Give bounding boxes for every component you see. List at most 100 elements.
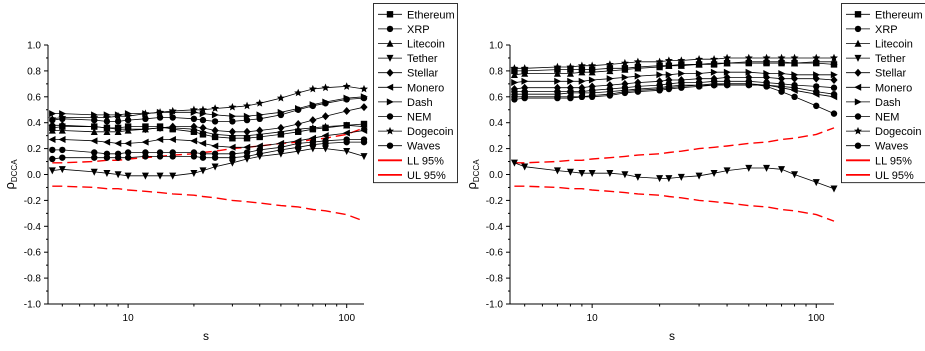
series-point [142,139,149,146]
series-point [656,71,663,78]
legend-marker [387,11,393,17]
series-point [243,128,250,136]
legend-label: Dash [407,97,433,109]
series-1 [49,95,367,125]
y-tick-label: 0.0 [27,170,41,181]
series-point [49,147,55,153]
series-point [157,153,163,159]
series-line [52,98,364,121]
series-line [514,84,834,97]
y-tick-label: -0.8 [486,274,504,285]
series-point [277,94,285,102]
series-point [59,154,65,160]
series-8 [48,82,368,122]
series-point [656,87,662,93]
legend-label: Dogecoin [875,126,921,138]
series-point [191,153,197,159]
y-tick-label: 0.4 [489,118,503,129]
series-point [212,154,218,160]
series-point [589,76,596,83]
y-axis-label-main: ρ [2,182,17,189]
series-line [514,163,834,189]
x-tick-label: 100 [338,313,355,324]
series-point [229,128,236,136]
legend-marker [387,26,393,32]
series-point [212,111,219,118]
series-point [361,139,367,145]
chart-panel-0: -1.0-0.8-0.6-0.4-0.20.00.20.40.60.81.010… [2,4,458,344]
series-point [635,88,641,94]
series-point [567,95,573,101]
series-point [554,95,560,101]
series-point [104,154,110,160]
y-tick-label: -1.0 [24,300,42,311]
series-point [746,82,752,88]
series-point [521,95,527,101]
legend-label: Ethereum [407,9,455,21]
series-point [229,144,236,151]
series-point [191,116,197,122]
y-axis-label-main: ρ [464,182,479,189]
series-point [521,78,528,85]
series-point [294,89,302,97]
series-point [511,79,518,86]
legend-label: XRP [875,24,898,36]
series-point [791,171,798,178]
series-point [831,85,837,91]
series-point [813,179,820,186]
series-point [607,92,613,98]
series-point [244,153,250,159]
y-tick-label: 0.2 [489,144,503,155]
series-point [361,153,368,160]
series-point [170,153,176,159]
series-point [622,90,628,96]
series-point [295,120,302,128]
series-point [211,126,218,134]
series-point [711,69,718,76]
series-point [343,139,349,145]
legend-label: Litecoin [407,39,445,51]
series-point [813,103,819,109]
series-point [309,116,316,124]
series-point [59,147,65,153]
legend-label: Tether [407,53,438,65]
y-tick-label: 0.6 [489,92,503,103]
series-point [212,118,218,124]
series-point [791,85,797,91]
x-tick-label: 10 [123,313,135,324]
y-tick-label: -0.4 [24,222,42,233]
legend-label: Monero [875,82,912,94]
band-line-0 [514,128,834,163]
legend-label: Monero [407,82,444,94]
series-point [90,137,97,144]
x-tick-label: 100 [808,313,825,324]
series-point [511,96,517,102]
y-tick-label: -0.2 [24,196,42,207]
series-point [343,82,351,90]
series-point [212,164,219,171]
series-point [142,153,148,159]
series-point [199,140,206,147]
legend-label: LL 95% [875,155,912,167]
legend-marker [387,143,393,149]
y-tick-label: 1.0 [489,41,503,52]
series-point [169,136,176,143]
series-line [52,124,364,138]
legend-label: XRP [407,24,430,36]
series-line [514,62,834,75]
series-point [124,140,131,147]
legend-label: Tether [875,53,906,65]
legend-marker [855,113,861,119]
band-line-1 [52,186,364,221]
series-point [243,102,251,110]
series-point [322,112,329,120]
x-tick-label: 10 [587,313,599,324]
legend-marker [855,11,861,17]
series-point [200,117,206,123]
y-tick-label: -1.0 [486,300,504,311]
series-point [554,78,561,85]
series-point [791,94,797,100]
x-axis-label: s [203,329,209,343]
series-point [778,83,784,89]
legend-label: Litecoin [875,39,913,51]
